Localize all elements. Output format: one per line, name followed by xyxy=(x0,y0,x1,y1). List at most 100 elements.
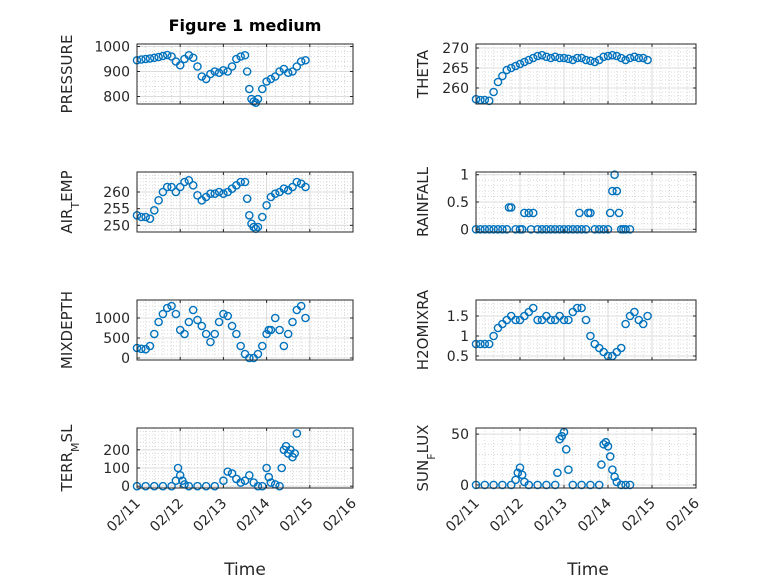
data-point xyxy=(586,480,595,490)
data-point xyxy=(517,224,527,234)
y-axis-label-1: THETA xyxy=(414,49,432,99)
data-point xyxy=(621,319,630,329)
y-tick-label: 0 xyxy=(121,479,130,495)
data-point xyxy=(590,224,600,234)
data-point xyxy=(480,224,490,234)
data-point xyxy=(137,344,146,354)
data-point xyxy=(550,480,560,490)
data-point xyxy=(245,353,254,363)
x-tick-label: 02/15 xyxy=(619,496,659,536)
data-point xyxy=(175,182,185,192)
data-point xyxy=(227,469,237,478)
subplot-theta: 260 265 270 THETA xyxy=(414,41,697,106)
data-point xyxy=(188,305,198,315)
data-point xyxy=(568,480,578,490)
data-point xyxy=(621,224,630,234)
data-point xyxy=(634,53,644,63)
data-point xyxy=(193,62,202,71)
data-point xyxy=(643,55,652,65)
data-point xyxy=(257,212,267,222)
data-point xyxy=(577,480,586,490)
data-point xyxy=(141,54,150,64)
x-axis-label-right: Time xyxy=(566,560,609,580)
data-point xyxy=(498,480,507,490)
data-point xyxy=(206,189,215,198)
data-point xyxy=(197,321,207,331)
data-point xyxy=(599,439,608,449)
axes-box xyxy=(136,43,354,105)
data-point xyxy=(283,68,293,78)
data-point xyxy=(605,452,615,461)
data-point xyxy=(141,212,150,222)
data-point xyxy=(533,315,542,325)
data-point xyxy=(528,303,538,313)
data-point xyxy=(511,61,520,71)
data-point xyxy=(145,54,155,63)
data-point xyxy=(616,480,626,490)
data-point xyxy=(537,50,547,60)
data-point xyxy=(210,329,220,339)
data-point xyxy=(614,208,624,218)
data-point xyxy=(489,224,498,234)
axes-box xyxy=(136,299,354,361)
y-tick-label: 1000 xyxy=(94,311,130,327)
data-point xyxy=(206,337,215,347)
data-point xyxy=(167,301,176,311)
data-point xyxy=(301,182,310,192)
data-point xyxy=(625,480,635,490)
data-point xyxy=(581,224,591,234)
data-point xyxy=(214,317,224,327)
data-point xyxy=(489,480,498,490)
data-point xyxy=(553,468,562,478)
data-point xyxy=(546,315,556,325)
data-point xyxy=(253,94,263,104)
y-tick-label: 0 xyxy=(460,478,469,494)
data-point xyxy=(484,224,494,234)
x-tick-label: 02/13 xyxy=(531,496,571,536)
data-point xyxy=(572,53,582,63)
axes-box xyxy=(136,171,354,233)
data-point xyxy=(279,184,289,193)
plot-area xyxy=(476,44,696,104)
data-point xyxy=(270,189,280,198)
subplot-terr-msl: 02/11 02/12 02/13 02/14 02/15 02/16 0 100 200 TER… xyxy=(58,424,360,535)
data-point xyxy=(502,65,512,75)
data-point xyxy=(184,481,194,491)
data-point xyxy=(568,55,578,65)
data-point xyxy=(292,177,302,187)
data-point xyxy=(158,187,168,197)
data-point xyxy=(559,53,569,63)
data-point xyxy=(275,67,284,76)
data-point xyxy=(621,480,630,490)
data-point xyxy=(257,84,267,94)
data-point xyxy=(201,329,211,339)
data-point xyxy=(537,224,547,234)
data-point xyxy=(608,186,617,196)
data-point xyxy=(616,53,626,63)
subplot-rainfall: 0 0.5 1 RAINFALL xyxy=(414,166,697,238)
data-point xyxy=(575,208,584,218)
data-point xyxy=(550,52,560,62)
data-point xyxy=(242,67,252,76)
y-axis-label-0: PRESSURE xyxy=(58,35,76,114)
data-point xyxy=(197,72,207,81)
data-point xyxy=(171,309,181,319)
data-point xyxy=(605,208,615,218)
plot-area xyxy=(476,428,696,488)
data-point xyxy=(236,341,245,351)
data-point xyxy=(188,53,198,63)
data-point xyxy=(275,325,284,335)
axes-box xyxy=(475,427,697,489)
data-point xyxy=(175,60,185,70)
data-point xyxy=(638,53,648,63)
data-point xyxy=(184,317,194,327)
subplot-pressure: 800 900 1000 PRESSURE xyxy=(58,35,354,114)
plot-area xyxy=(476,300,696,360)
data-point xyxy=(520,57,529,67)
data-point xyxy=(266,325,276,335)
data-point xyxy=(167,481,176,491)
y-tick-label: 50 xyxy=(451,427,469,443)
data-point xyxy=(296,301,306,311)
data-point xyxy=(201,481,211,491)
